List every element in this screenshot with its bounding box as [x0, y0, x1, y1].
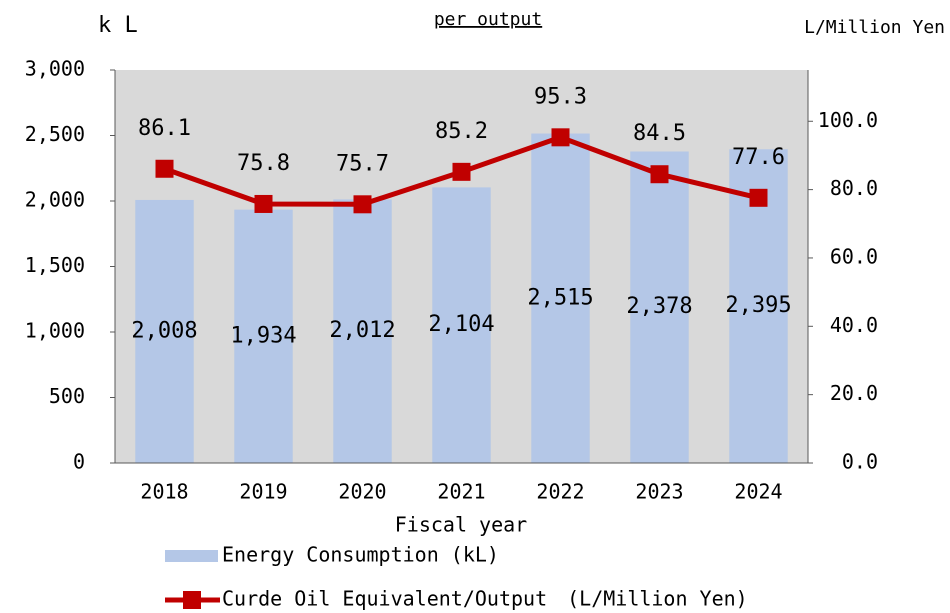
y2-tick-label: 40.0: [830, 313, 878, 337]
y-tick-label: 1,500: [25, 253, 85, 277]
line-value-label: 75.7: [336, 151, 389, 176]
x-axis-label: Fiscal year: [395, 513, 527, 537]
legend-swatch: [183, 591, 201, 609]
bar: [333, 199, 392, 464]
x-tick-label: 2023: [635, 480, 683, 504]
bar-value-label: 2,515: [527, 285, 593, 310]
y2-axis-label: L/Million Yen: [804, 17, 945, 38]
line-value-label: 85.2: [435, 119, 488, 144]
bar: [135, 199, 194, 463]
x-tick-label: 2022: [536, 480, 584, 504]
bar: [432, 187, 491, 463]
chart-title: per output: [434, 9, 542, 30]
bar-value-label: 1,934: [230, 323, 296, 348]
line-value-label: 75.8: [237, 151, 290, 176]
y-tick-label: 1,000: [25, 319, 85, 343]
bar-value-label: 2,378: [626, 294, 692, 319]
x-tick-label: 2018: [140, 480, 188, 504]
line-value-label: 84.5: [633, 121, 686, 146]
line-marker: [749, 188, 768, 207]
y-axis-label: k L: [98, 13, 138, 38]
y-tick-label: 3,000: [25, 57, 85, 81]
y2-tick-label: 100.0: [818, 108, 878, 132]
y2-tick-label: 0.0: [842, 450, 878, 474]
bar-value-label: 2,395: [725, 293, 791, 318]
bar: [234, 209, 293, 463]
bar: [630, 151, 689, 463]
bar-value-label: 2,104: [428, 312, 494, 337]
y2-tick-label: 80.0: [830, 176, 878, 200]
legend-label: Energy Consumption (kL): [222, 543, 499, 567]
line-marker: [650, 165, 669, 184]
line-value-label: 95.3: [534, 84, 587, 109]
line-marker: [551, 128, 570, 147]
legend-swatch: [165, 550, 218, 562]
bar-value-label: 2,012: [329, 318, 395, 343]
x-tick-label: 2019: [239, 480, 287, 504]
y-tick-label: 2,000: [25, 188, 85, 212]
line-marker: [254, 194, 273, 213]
bar: [531, 133, 590, 463]
line-marker: [353, 195, 372, 214]
line-marker: [155, 159, 174, 178]
line-value-label: 86.1: [138, 116, 191, 141]
legend-label: Curde Oil Equivalent/Output (L/Million Y…: [222, 587, 748, 611]
line-value-label: 77.6: [732, 145, 785, 170]
line-marker: [452, 162, 471, 181]
x-tick-label: 2021: [437, 480, 485, 504]
x-tick-label: 2020: [338, 480, 386, 504]
bar-value-label: 2,008: [131, 318, 197, 343]
x-tick-label: 2024: [734, 480, 782, 504]
y2-tick-label: 20.0: [830, 381, 878, 405]
y2-tick-label: 60.0: [830, 244, 878, 268]
y-tick-label: 0: [73, 450, 85, 474]
y-tick-label: 2,500: [25, 122, 85, 146]
y-tick-label: 500: [49, 384, 85, 408]
